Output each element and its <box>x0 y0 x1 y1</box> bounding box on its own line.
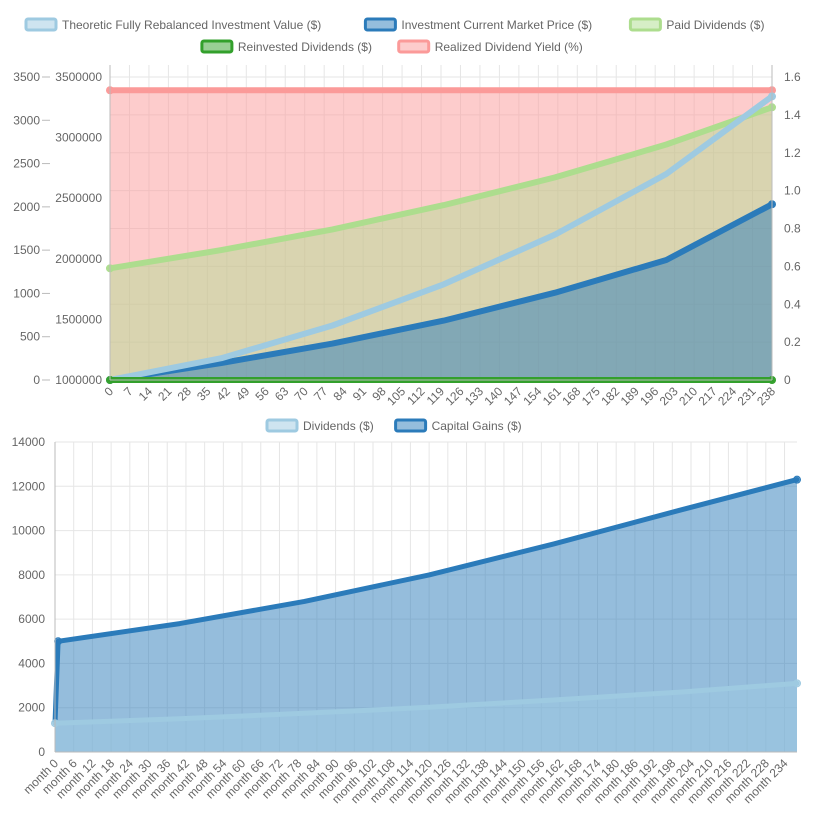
chart2-legend-label-1: Capital Gains ($) <box>432 419 522 433</box>
chart1-x-tick: 0 <box>101 384 116 399</box>
chart2-y-tick: 6000 <box>18 612 45 626</box>
chart2-line-1 <box>52 477 800 726</box>
chart1-y-inner-tick: 3000000 <box>55 131 102 145</box>
chart1-y-outer-tick: 3000 <box>13 113 40 127</box>
chart1-y-right-tick: 0.8 <box>784 222 801 236</box>
chart2-line-0 <box>52 680 800 726</box>
chart2-area-1 <box>55 479 797 752</box>
chart1-legend: Theoretic Fully Rebalanced Investment Va… <box>24 17 764 54</box>
chart1-x-tick: 28 <box>175 384 195 404</box>
chart1-legend-label-3: Reinvested Dividends ($) <box>238 40 372 54</box>
chart1-legend-swatch-0 <box>24 17 58 32</box>
chart1-x-tick: 56 <box>253 384 273 404</box>
chart1-x-tick: 21 <box>155 384 175 404</box>
chart1-y-outer-tick: 1000 <box>13 286 40 300</box>
chart2-y-tick: 4000 <box>18 656 45 670</box>
chart2-point-1-1 <box>793 475 801 484</box>
chart2-legend-swatch-1 <box>394 418 428 433</box>
chart1-legend-label-1: Investment Current Market Price ($) <box>401 18 592 32</box>
chart1-x-tick: 63 <box>272 384 292 404</box>
chart1-y-outer-tick: 2000 <box>13 200 40 214</box>
chart1-y-outer-tick: 1500 <box>13 243 40 257</box>
chart2-point-1-0 <box>54 637 63 646</box>
chart2-y-tick: 0 <box>38 745 45 759</box>
chart1-y-right-tick: 1.0 <box>784 184 801 198</box>
chart1-y-inner-tick: 3500000 <box>55 70 102 84</box>
chart2-area-0 <box>55 683 797 752</box>
chart1-x-tick: 238 <box>754 384 778 408</box>
chart1-y-outer-tick: 2500 <box>13 157 40 171</box>
chart1-y-right-tick: 1.2 <box>784 146 801 160</box>
chart2-y-tick: 2000 <box>18 701 45 715</box>
chart1-y-right-tick: 0.2 <box>784 335 801 349</box>
chart1-legend-label-2: Paid Dividends ($) <box>666 18 764 32</box>
chart1-area-1 <box>110 204 772 380</box>
chart1-x-tick: 70 <box>291 384 311 404</box>
chart1-line-0 <box>107 93 775 383</box>
chart1-y-right-tick: 0 <box>784 373 791 387</box>
chart1-y-right-tick: 0.4 <box>784 297 801 311</box>
chart1-legend-swatch-2 <box>628 17 662 32</box>
chart1-y-right-tick: 0.6 <box>784 259 801 273</box>
chart1-legend-label-0: Theoretic Fully Rebalanced Investment Va… <box>62 18 321 32</box>
chart2-y-tick: 8000 <box>18 568 45 582</box>
chart1-legend-swatch-3 <box>200 39 234 54</box>
chart1-legend-swatch-1 <box>363 17 397 32</box>
chart1-axes: 0500100015002000250030003500100000015000… <box>13 65 801 408</box>
chart1-x-tick: 35 <box>194 384 214 404</box>
chart1-y-right-tick: 1.4 <box>784 108 801 122</box>
chart1-x-tick: 49 <box>233 384 253 404</box>
chart1-x-tick: 84 <box>330 384 350 404</box>
chart1-x-tick: 91 <box>350 384 370 404</box>
chart1-line-2 <box>107 104 775 272</box>
chart2-y-tick: 14000 <box>12 435 46 449</box>
chart2-legend: Dividends ($) Capital Gains ($) <box>265 418 522 433</box>
chart1-y-inner-tick: 2000000 <box>55 252 102 266</box>
chart1-y-inner-tick: 1000000 <box>55 373 102 387</box>
chart1-legend-label-4: Realized Dividend Yield (%) <box>435 40 583 54</box>
chart2-series <box>51 475 801 752</box>
chart2-legend-label-0: Dividends ($) <box>303 419 374 433</box>
chart1-y-inner-tick: 2500000 <box>55 191 102 205</box>
chart1-y-outer-tick: 3500 <box>13 70 40 84</box>
chart1-x-tick: 77 <box>311 384 331 404</box>
chart1-y-outer-tick: 0 <box>33 373 40 387</box>
chart1-y-right-tick: 1.6 <box>784 70 801 84</box>
chart2-y-tick: 10000 <box>12 524 46 538</box>
chart2-y-tick: 12000 <box>12 479 46 493</box>
chart1-y-inner-tick: 1500000 <box>55 312 102 326</box>
chart1-x-tick: 42 <box>214 384 234 404</box>
chart1-x-tick: 14 <box>136 384 156 404</box>
chart1-y-outer-tick: 500 <box>20 330 40 344</box>
chart1-legend-swatch-4 <box>397 39 431 54</box>
chart1-x-tick: 7 <box>121 384 136 399</box>
chart2-point-0-1 <box>793 679 801 688</box>
chart2-legend-swatch-0 <box>265 418 299 433</box>
chart1-line-1 <box>107 201 775 383</box>
chart1-series <box>106 86 776 384</box>
